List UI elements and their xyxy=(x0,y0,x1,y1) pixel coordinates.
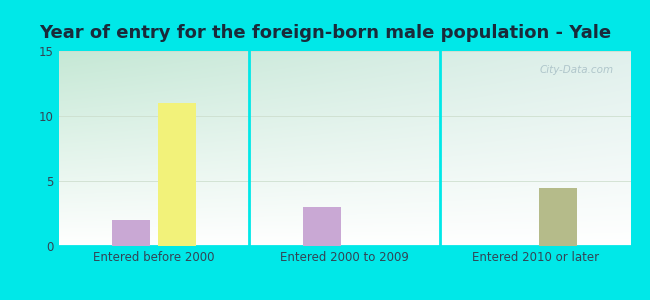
Text: City-Data.com: City-Data.com xyxy=(540,64,614,75)
Bar xyxy=(158,103,196,246)
Text: Year of entry for the foreign-born male population - Yale: Year of entry for the foreign-born male … xyxy=(39,24,611,42)
Bar xyxy=(302,207,341,246)
Bar xyxy=(539,188,577,246)
Bar xyxy=(112,220,150,246)
